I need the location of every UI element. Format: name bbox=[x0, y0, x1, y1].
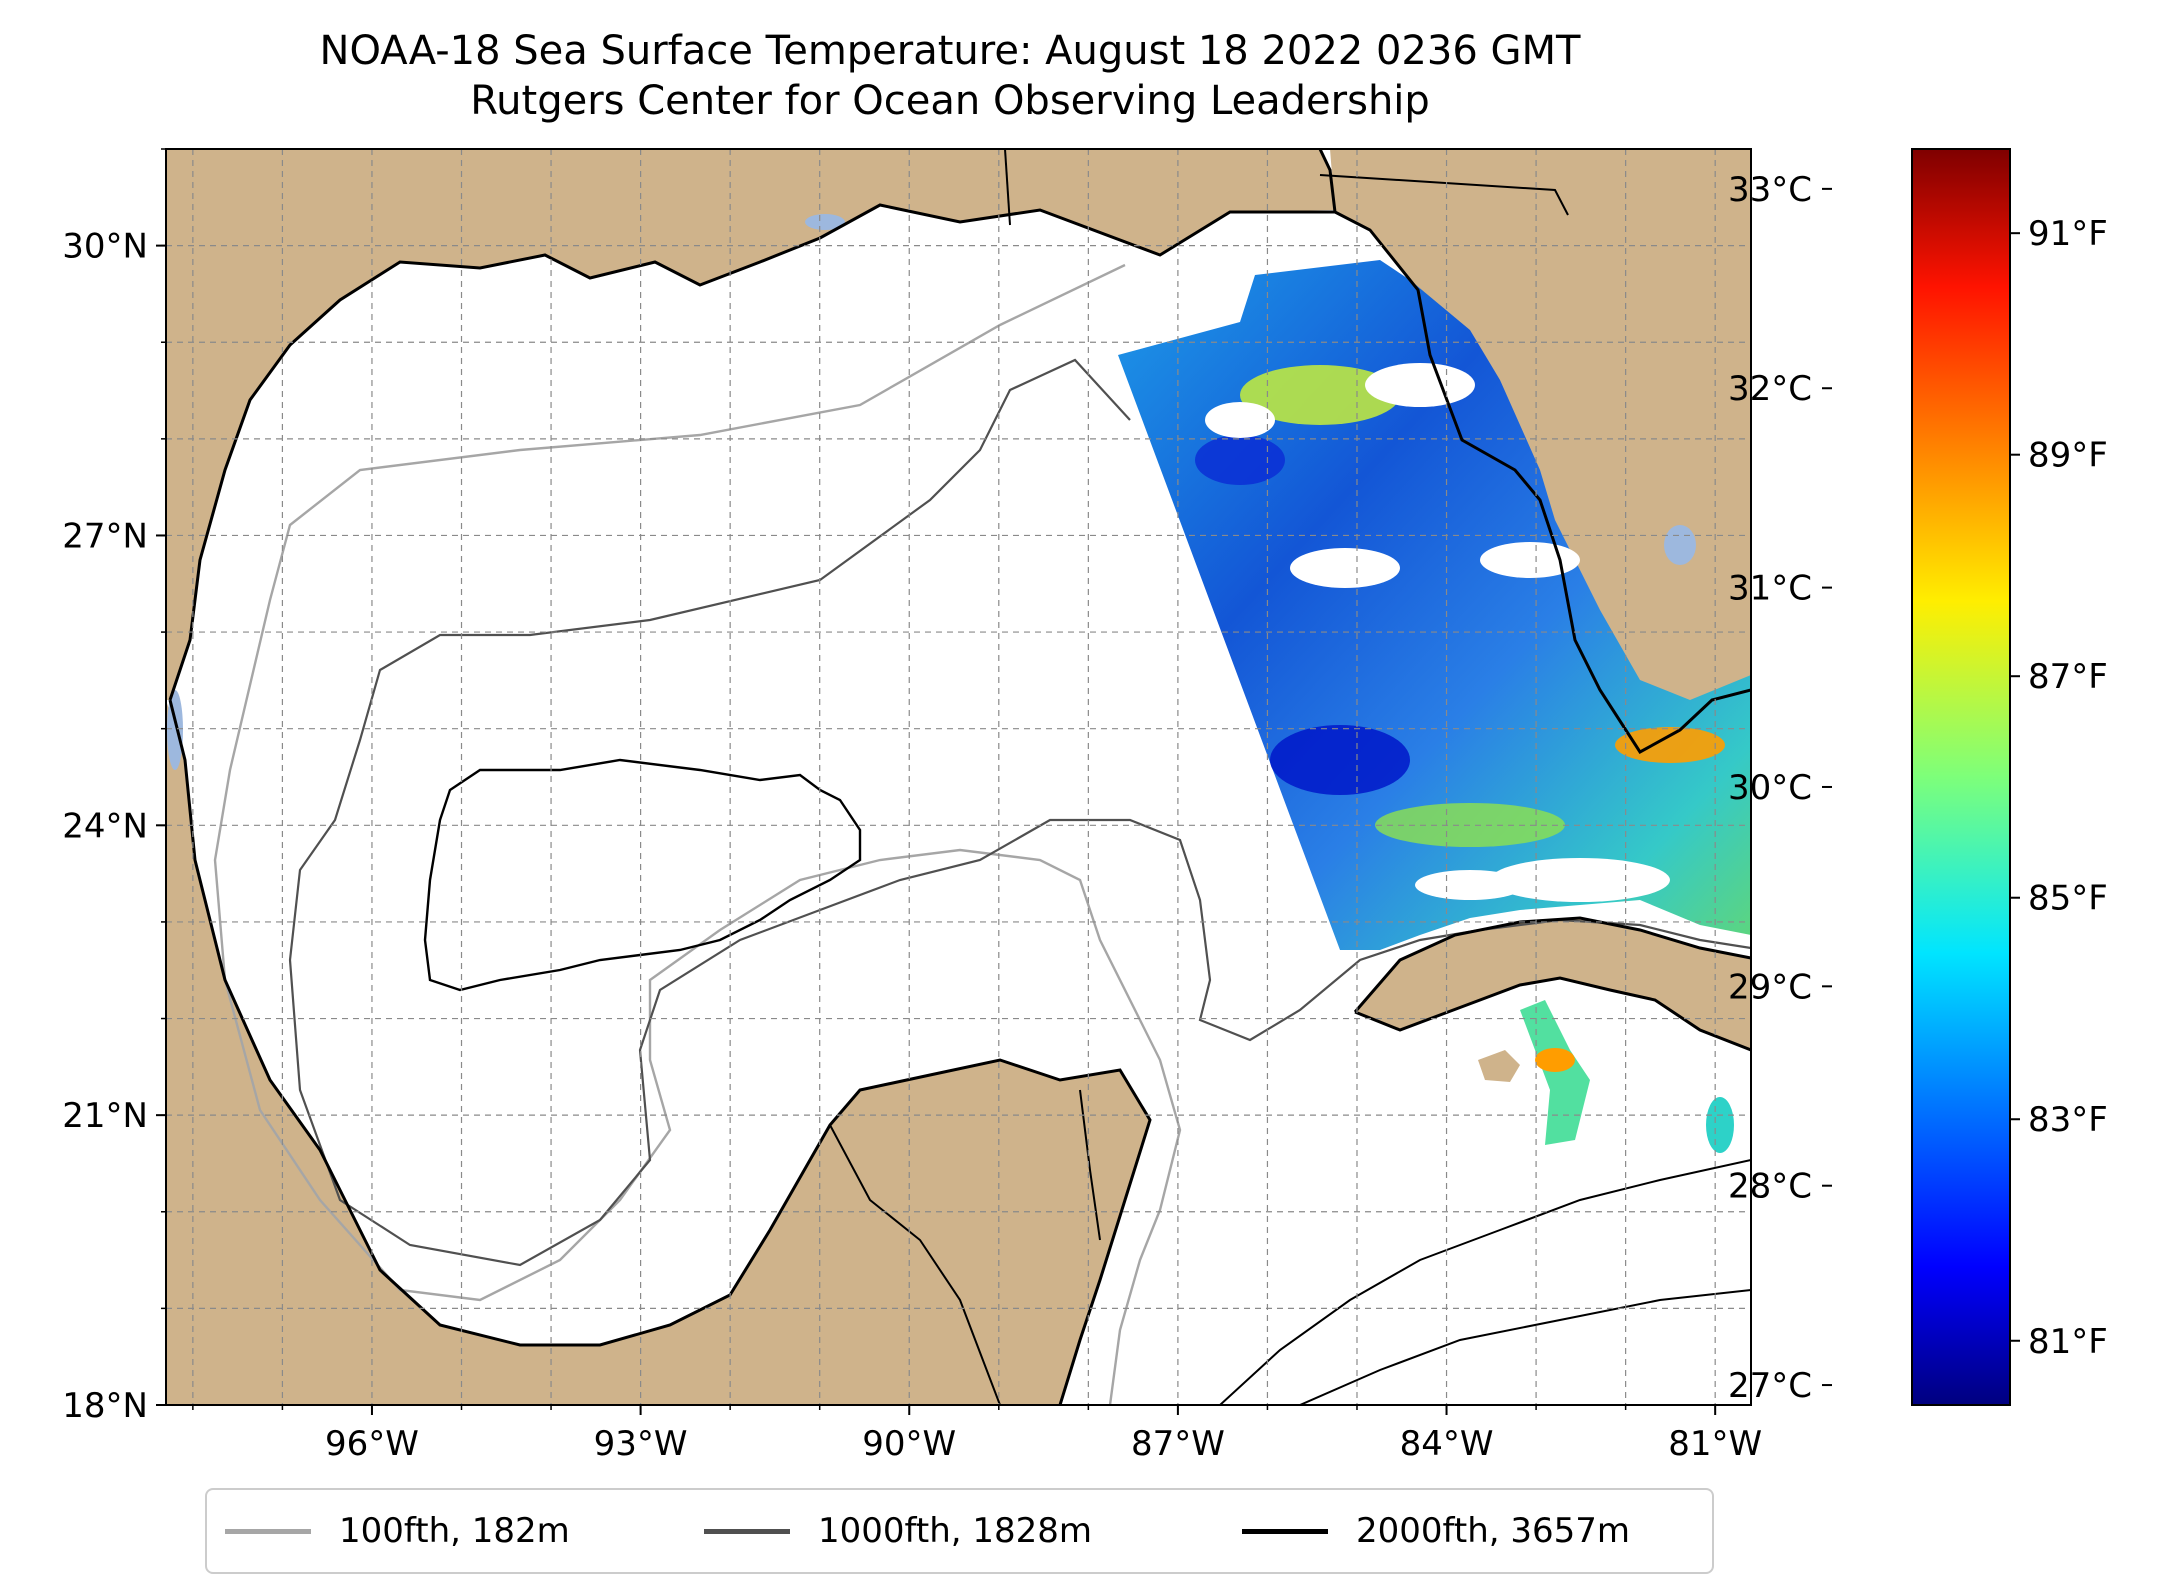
lat-tick-label: 21°N bbox=[62, 1096, 148, 1136]
colorbar-celsius-label: 33°C bbox=[1728, 170, 1812, 210]
sst-patch-cuba bbox=[1520, 1000, 1590, 1145]
colorbar-fahrenheit-label: 85°F bbox=[2028, 879, 2108, 919]
contour-2000fth bbox=[423, 758, 862, 992]
contour-2000fth-south bbox=[1219, 1159, 1751, 1405]
cloud-gap bbox=[1290, 548, 1400, 588]
map-frame bbox=[165, 148, 1752, 1406]
land-cuba bbox=[1355, 918, 1751, 1050]
lon-tick-label: 90°W bbox=[862, 1424, 956, 1464]
coastline-us bbox=[1318, 149, 1751, 754]
colorbar-fahrenheit-label: 83°F bbox=[2028, 1100, 2108, 1140]
political-borders bbox=[829, 149, 1569, 1405]
legend-swatch-2000fth bbox=[1242, 1528, 1328, 1534]
coastline-cuba bbox=[1353, 916, 1751, 1052]
lake-pontchartrain bbox=[805, 214, 845, 230]
land-florida bbox=[1330, 149, 1751, 752]
border-mexico-guatemala bbox=[829, 1124, 1001, 1405]
lat-tick-label: 24°N bbox=[62, 806, 148, 846]
legend-swatch-100fth bbox=[225, 1528, 311, 1534]
legend-label: 1000fth, 1828m bbox=[818, 1511, 1093, 1551]
title-line-2: Rutgers Center for Ocean Observing Leade… bbox=[470, 78, 1430, 124]
colorbar-gradient bbox=[1911, 148, 2011, 1406]
colorbar-fahrenheit-label: 81°F bbox=[2028, 1322, 2108, 1362]
border-ms-al bbox=[1004, 149, 1011, 226]
lon-tick-label: 93°W bbox=[594, 1424, 688, 1464]
lon-tick-label: 96°W bbox=[325, 1424, 419, 1464]
longitude-axis: 96°W 93°W 90°W 87°W 84°W 81°W bbox=[192, 1405, 1762, 1464]
colorbar-fahrenheit-label: 87°F bbox=[2028, 657, 2108, 697]
legend: 100fth, 182m 1000fth, 1828m 2000fth, 365… bbox=[205, 1488, 1714, 1574]
cloud-gap bbox=[1480, 542, 1580, 578]
lat-tick-label: 30°N bbox=[62, 227, 148, 267]
contour-1000fth bbox=[288, 358, 1751, 1267]
sst-patch-cuba-warm bbox=[1535, 1048, 1575, 1072]
legend-item-1000fth: 1000fth, 1828m bbox=[704, 1490, 1092, 1572]
sst-patch-east bbox=[1706, 1097, 1734, 1153]
colorbar-celsius-axis: 33°C 32°C 31°C 30°C 29°C 28°C 27°C bbox=[1728, 170, 1832, 1406]
land-mexico bbox=[166, 700, 1150, 1405]
map-panel bbox=[166, 149, 1751, 1405]
lon-tick-label: 81°W bbox=[1668, 1424, 1762, 1464]
sst-swath-main bbox=[1118, 260, 1751, 950]
sst-warm-patch-north bbox=[1240, 365, 1400, 425]
lon-tick-label: 84°W bbox=[1400, 1424, 1494, 1464]
coastline-north bbox=[168, 203, 1335, 701]
colorbar-celsius-label: 31°C bbox=[1728, 569, 1812, 609]
lat-tick-label: 18°N bbox=[62, 1386, 148, 1426]
lon-tick-label: 87°W bbox=[1131, 1424, 1225, 1464]
colorbar-fahrenheit-axis: 91°F 89°F 87°F 85°F 83°F 81°F bbox=[2010, 214, 2108, 1362]
gridlines bbox=[166, 149, 1751, 1405]
sst-swath bbox=[1118, 260, 1751, 1153]
map-title: NOAA-18 Sea Surface Temperature: August … bbox=[0, 26, 1900, 126]
lat-tick-label: 27°N bbox=[62, 516, 148, 556]
sst-cool-patch bbox=[1270, 725, 1410, 795]
latitude-axis: 30°N 27°N 24°N 21°N 18°N bbox=[62, 148, 166, 1426]
sst-cool-patch-2 bbox=[1195, 435, 1285, 485]
cloud-gap bbox=[1365, 363, 1475, 407]
colorbar-celsius-label: 28°C bbox=[1728, 1167, 1812, 1207]
legend-label: 100fth, 182m bbox=[339, 1511, 570, 1551]
cloud-gap bbox=[1415, 870, 1525, 900]
bathymetry-contours bbox=[213, 263, 1751, 1405]
cloud-gap bbox=[1490, 858, 1670, 902]
colorbar-celsius-label: 27°C bbox=[1728, 1366, 1812, 1406]
border-yucatan bbox=[1079, 1089, 1101, 1241]
legend-item-100fth: 100fth, 182m bbox=[225, 1490, 570, 1572]
legend-label: 2000fth, 3657m bbox=[1356, 1511, 1631, 1551]
legend-swatch-1000fth bbox=[704, 1528, 790, 1534]
sst-warm-patch-keys bbox=[1615, 727, 1725, 763]
colorbar-fahrenheit-label: 91°F bbox=[2028, 214, 2108, 254]
border-al-fl bbox=[1319, 174, 1569, 216]
contour-100fth bbox=[213, 263, 1182, 1405]
title-line-1: NOAA-18 Sea Surface Temperature: August … bbox=[319, 28, 1581, 74]
colorbar-celsius-label: 32°C bbox=[1728, 369, 1812, 409]
contour-2000fth-south-2 bbox=[1299, 1289, 1751, 1405]
colorbar: 33°C 32°C 31°C 30°C 29°C 28°C 27°C 91°F 89°F 87°… bbox=[1728, 148, 2108, 1406]
lake-okeechobee bbox=[1664, 525, 1696, 565]
land-isla-juventud bbox=[1478, 1050, 1520, 1082]
colorbar-celsius-label: 29°C bbox=[1728, 967, 1812, 1007]
colorbar-fahrenheit-label: 89°F bbox=[2028, 436, 2108, 476]
legend-item-2000fth: 2000fth, 3657m bbox=[1242, 1490, 1630, 1572]
cloud-gap bbox=[1205, 402, 1275, 438]
colorbar-celsius-label: 30°C bbox=[1728, 768, 1812, 808]
